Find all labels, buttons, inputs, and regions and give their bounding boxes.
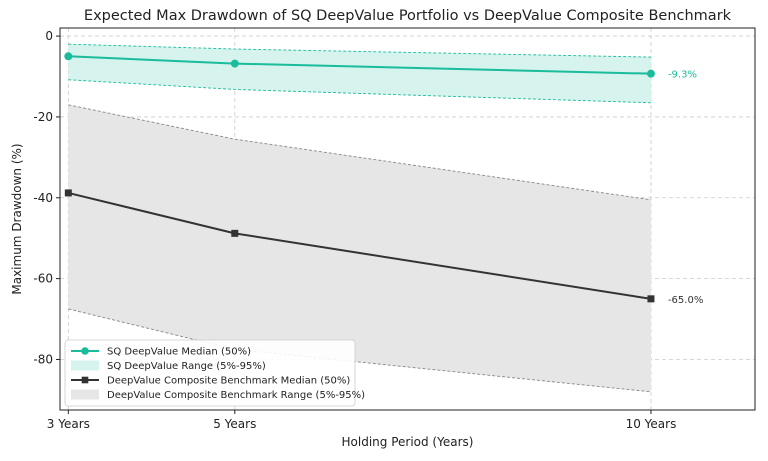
legend-entry-benchmark-median-label: DeepValue Composite Benchmark Median (50… bbox=[107, 376, 350, 387]
sq-median-point bbox=[64, 52, 73, 61]
end-label: -9.3% bbox=[668, 70, 697, 81]
legend-entry-sq-range-swatch bbox=[71, 360, 99, 371]
benchmark-median-point bbox=[64, 189, 72, 197]
legend-entry-benchmark-median-marker bbox=[81, 376, 89, 384]
legend-entry-sq-median-label: SQ DeepValue Median (50%) bbox=[107, 347, 251, 358]
x-axis-label: Holding Period (Years) bbox=[342, 435, 474, 449]
x-tick-label: 3 Years bbox=[47, 417, 90, 431]
plot-frame bbox=[59, 27, 756, 411]
benchmark-range-band-upper-edge bbox=[68, 104, 652, 201]
y-tick-label: -80 bbox=[33, 352, 53, 366]
benchmark-median-point bbox=[647, 295, 655, 303]
sq-median-point bbox=[646, 69, 655, 78]
legend: SQ DeepValue Median (50%) SQ DeepValue Ra… bbox=[64, 339, 365, 407]
legend-box bbox=[64, 339, 356, 407]
sq-range-band-upper-edge bbox=[68, 43, 651, 58]
y-tick-label: 0 bbox=[45, 29, 53, 43]
end-label: -65.0% bbox=[668, 295, 703, 306]
sq-median-point bbox=[230, 59, 239, 68]
chart-title: Expected Max Drawdown of SQ DeepValue Po… bbox=[84, 8, 732, 24]
legend-entry-sq-median-marker bbox=[81, 347, 89, 355]
y-tick-label: -40 bbox=[33, 191, 53, 205]
y-tick-label: -20 bbox=[33, 110, 53, 124]
y-tick-label: -60 bbox=[33, 272, 53, 286]
x-tick-label: 5 Years bbox=[213, 417, 256, 431]
sq-range-band-lower-edge bbox=[68, 79, 651, 104]
y-axis-label: Maximum Drawdown (%) bbox=[10, 143, 24, 294]
x-tick-label: 10 Years bbox=[626, 417, 677, 431]
legend-entry-benchmark-range-swatch bbox=[71, 389, 99, 400]
benchmark-range-band bbox=[68, 104, 651, 392]
legend-entry-sq-range-label: SQ DeepValue Range (5%-95%) bbox=[107, 361, 266, 372]
legend-entry-benchmark-range-label: DeepValue Composite Benchmark Range (5%-… bbox=[107, 390, 365, 401]
benchmark-median-point bbox=[231, 229, 239, 237]
sq-range-band bbox=[68, 44, 651, 103]
